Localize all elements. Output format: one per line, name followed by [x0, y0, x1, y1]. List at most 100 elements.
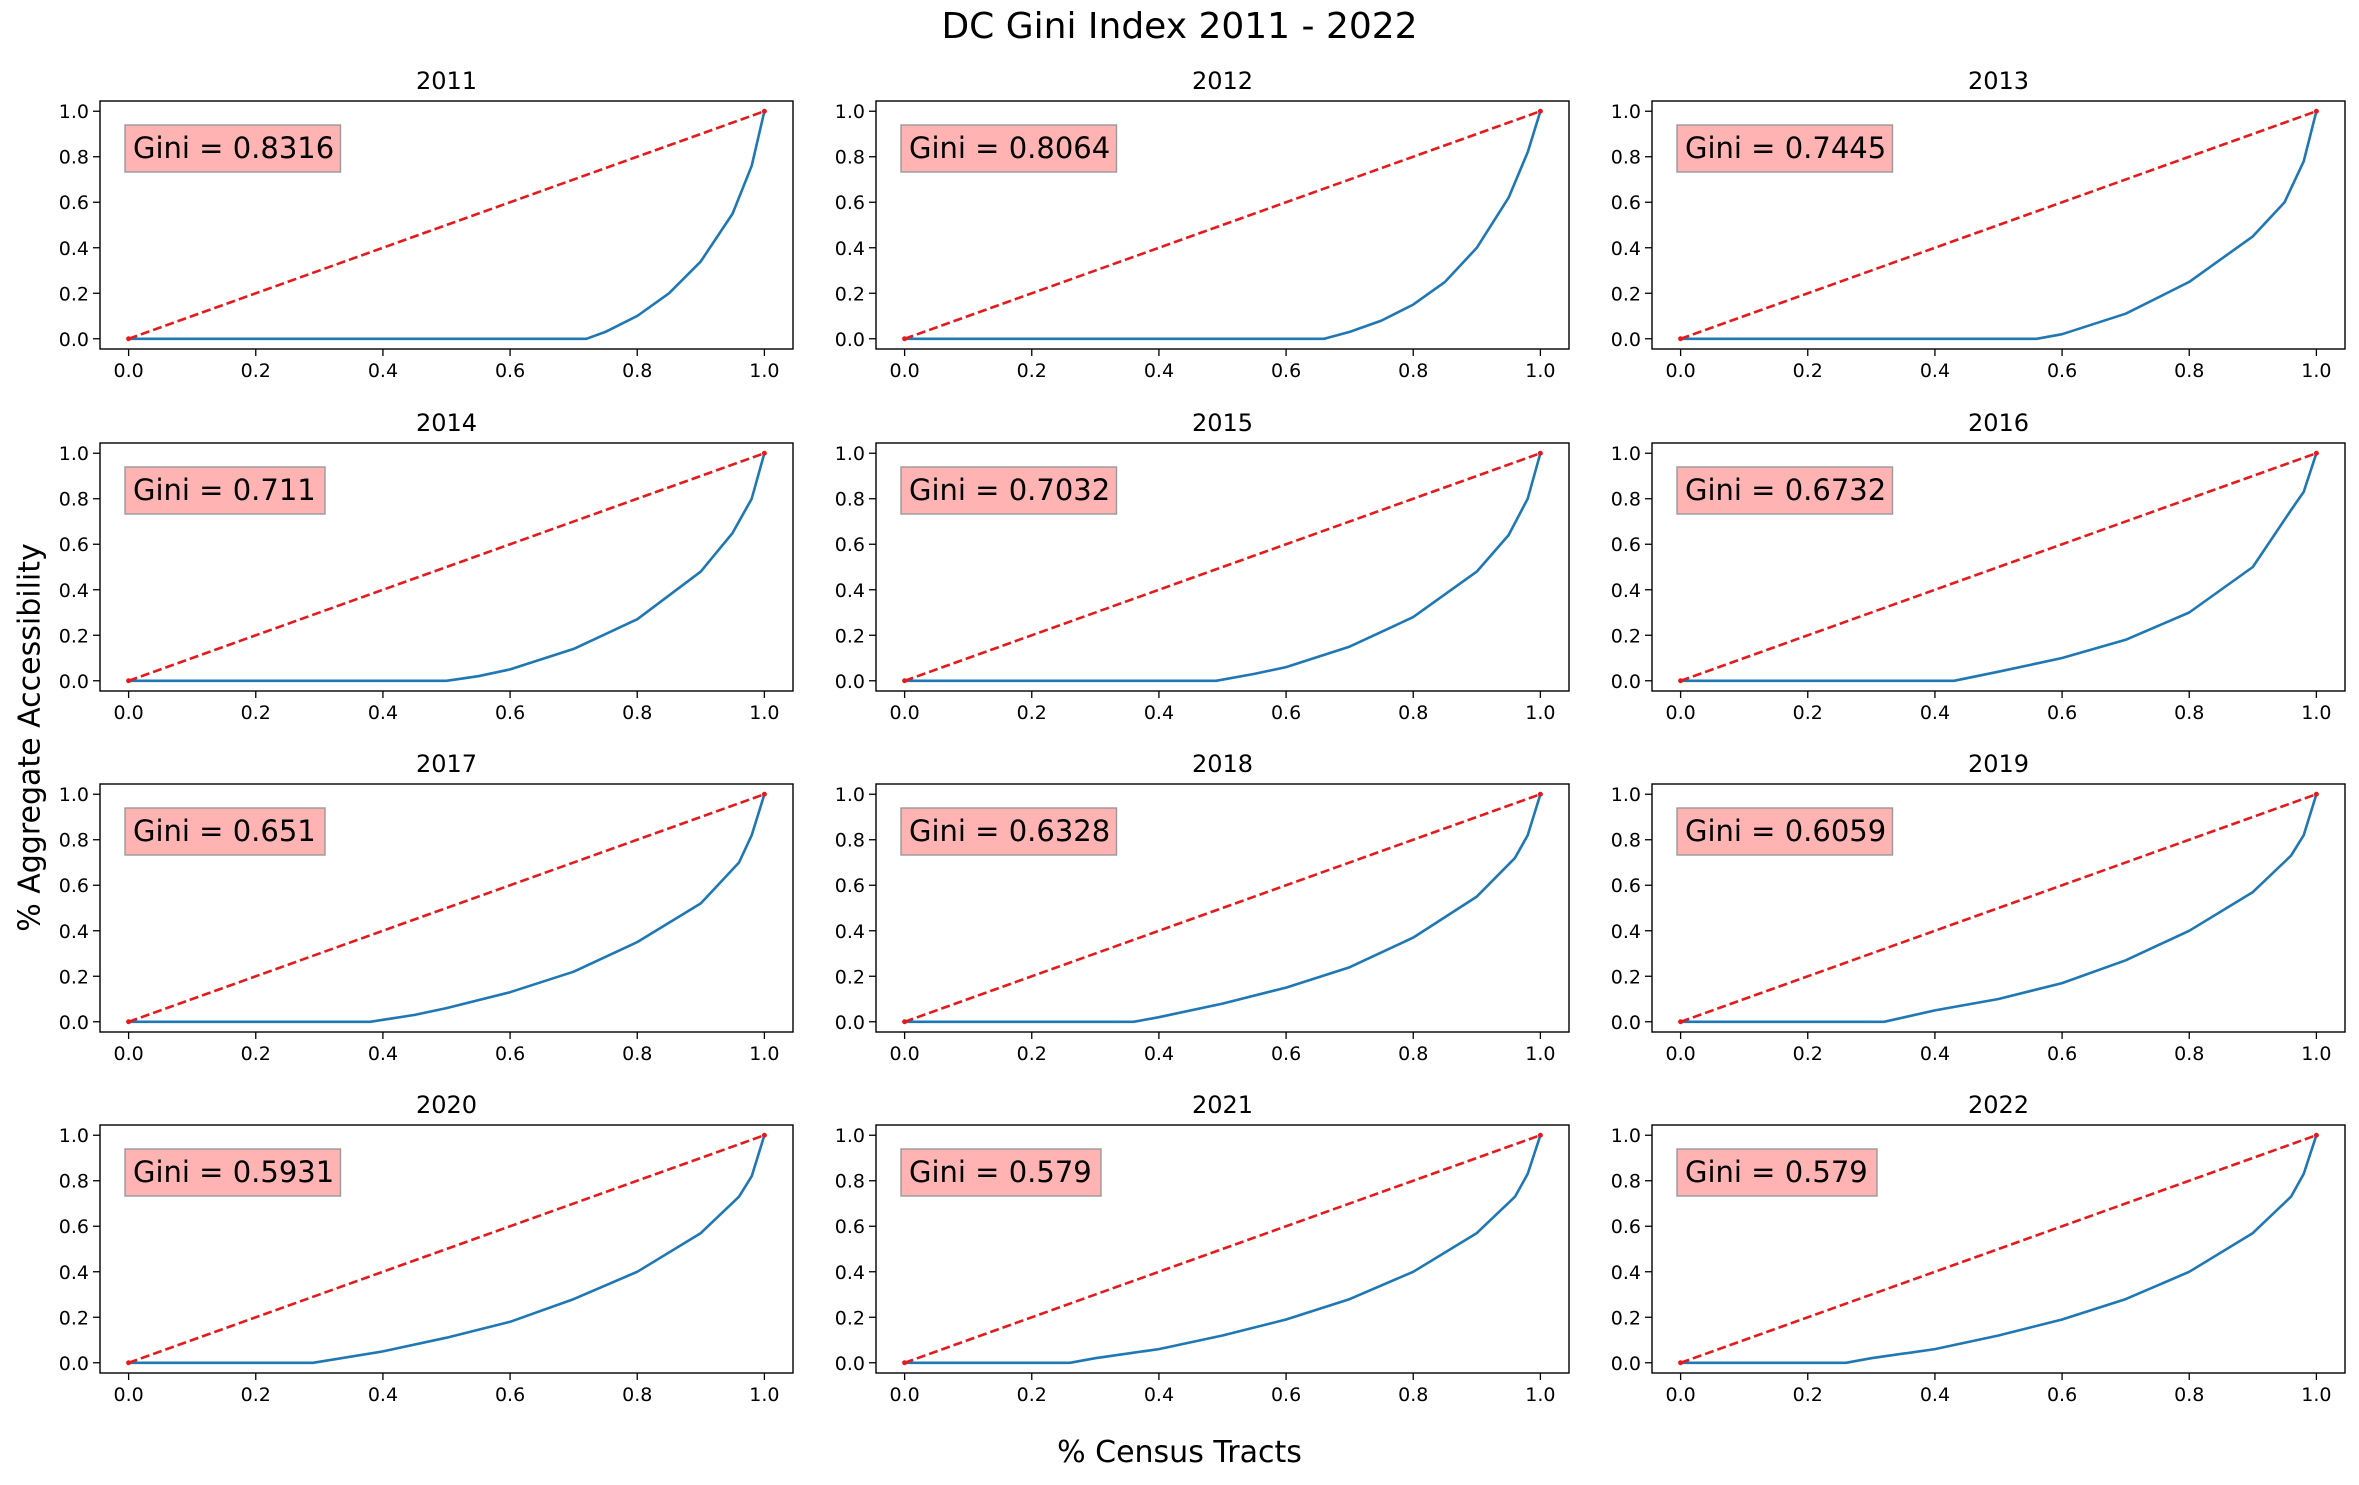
x-tick-label: 0.0	[114, 1384, 144, 1406]
gini-annotation: Gini = 0.8064	[909, 131, 1110, 165]
y-tick-label: 0.4	[835, 580, 865, 602]
x-tick-label: 0.6	[495, 1384, 525, 1406]
equality-point	[1537, 450, 1543, 456]
y-tick-label: 0.4	[1611, 921, 1641, 943]
subplot-title: 2022	[1968, 1091, 2029, 1119]
gini-annotation: Gini = 0.711	[133, 473, 316, 507]
x-tick-label: 0.2	[1793, 1384, 1823, 1406]
x-tick-label: 0.2	[1017, 1384, 1047, 1406]
equality-point	[902, 1019, 908, 1025]
equality-line	[1680, 109, 2317, 341]
y-tick-label: 1.0	[835, 101, 865, 123]
subplot-title: 2020	[416, 1091, 477, 1119]
subplot-2022: 2022 0.0 0.2 0.4 0.6 0.8 1.0 0.0 0.2 0.4 0.6 0.8 1.0…	[1611, 1091, 2346, 1406]
subplot-2021: 2021 0.0 0.2 0.4 0.6 0.8 1.0 0.0 0.2 0.4 0.6 0.8 1.0…	[835, 1091, 1570, 1406]
subplot-title: 2016	[1968, 409, 2029, 437]
x-tick-label: 0.2	[1017, 360, 1047, 382]
equality-point	[902, 336, 908, 342]
gini-annotation-box	[900, 807, 1118, 856]
x-tick-label: 0.4	[1144, 702, 1174, 724]
x-tick-label: 0.2	[241, 1043, 271, 1065]
equality-point	[1537, 108, 1543, 114]
subplot-2013: 2013 0.0 0.2 0.4 0.6 0.8 1.0 0.0 0.2 0.4 0.6 0.8 1.0…	[1611, 67, 2346, 382]
y-tick-label: 0.8	[1611, 830, 1641, 852]
gini-annotation: Gini = 0.6328	[909, 814, 1110, 848]
x-tick-label: 1.0	[749, 360, 779, 382]
lorenz-curve	[128, 793, 766, 1024]
lorenz-curve	[128, 110, 766, 341]
subplot-2017: 2017 0.0 0.2 0.4 0.6 0.8 1.0 0.0 0.2 0.4 0.6 0.8 1.0…	[59, 750, 794, 1065]
y-tick-label: 0.2	[1611, 283, 1641, 305]
x-tick-label: 0.8	[2174, 360, 2204, 382]
equality-point	[902, 678, 908, 684]
equality-point	[1537, 791, 1543, 797]
axes-frame	[875, 1124, 1570, 1374]
axes-frame	[99, 1124, 794, 1374]
y-tick-label: 0.6	[835, 875, 865, 897]
y-tick-label: 0.6	[59, 875, 89, 897]
subplot-title: 2011	[416, 67, 477, 95]
y-tick-label: 0.6	[59, 1216, 89, 1238]
y-tick-label: 0.0	[835, 671, 865, 693]
lorenz-curve	[1680, 1134, 2318, 1365]
x-tick-label: 0.2	[1017, 702, 1047, 724]
x-tick-label: 1.0	[2301, 1384, 2331, 1406]
x-tick-label: 0.0	[114, 360, 144, 382]
y-tick-label: 0.0	[59, 1012, 89, 1034]
subplot-2012: 2012 0.0 0.2 0.4 0.6 0.8 1.0 0.0 0.2 0.4 0.6 0.8 1.0…	[835, 67, 1570, 382]
y-tick-label: 0.4	[835, 1262, 865, 1284]
subplot-title: 2012	[1192, 67, 1253, 95]
y-tick-label: 0.2	[1611, 625, 1641, 647]
axes-frame	[99, 100, 794, 350]
y-tick-label: 0.8	[835, 489, 865, 511]
y-tick-label: 1.0	[59, 784, 89, 806]
equality-point	[761, 450, 767, 456]
x-tick-label: 0.2	[241, 360, 271, 382]
y-tick-label: 1.0	[835, 784, 865, 806]
x-tick-label: 0.4	[1920, 1043, 1950, 1065]
x-tick-label: 0.4	[368, 1384, 398, 1406]
equality-line	[128, 451, 765, 683]
figure-title: DC Gini Index 2011 - 2022	[941, 6, 1418, 47]
equality-line	[904, 451, 1541, 683]
x-tick-label: 0.0	[1666, 1384, 1696, 1406]
x-tick-label: 0.0	[1666, 702, 1696, 724]
x-tick-label: 0.4	[1144, 360, 1174, 382]
subplot-2015: 2015 0.0 0.2 0.4 0.6 0.8 1.0 0.0 0.2 0.4 0.6 0.8 1.0…	[835, 409, 1570, 724]
equality-line	[128, 1133, 765, 1365]
gini-annotation: Gini = 0.579	[909, 1155, 1092, 1189]
y-tick-label: 0.2	[835, 1307, 865, 1329]
equality-point	[126, 1360, 132, 1366]
y-tick-label: 0.0	[1611, 671, 1641, 693]
lorenz-curve	[904, 110, 1542, 341]
y-tick-label: 1.0	[1611, 1125, 1641, 1147]
x-tick-label: 0.6	[1271, 1384, 1301, 1406]
gini-annotation: Gini = 0.7032	[909, 473, 1110, 507]
gini-annotation-box	[124, 466, 326, 515]
x-tick-label: 0.6	[495, 360, 525, 382]
equality-point	[1537, 1132, 1543, 1138]
gini-annotation: Gini = 0.5931	[133, 1155, 334, 1189]
equality-point	[1678, 678, 1684, 684]
y-tick-label: 0.4	[59, 580, 89, 602]
y-tick-label: 0.4	[59, 238, 89, 260]
y-tick-label: 0.0	[835, 329, 865, 351]
y-tick-label: 0.8	[835, 147, 865, 169]
x-tick-label: 0.0	[114, 702, 144, 724]
y-tick-label: 0.2	[1611, 1307, 1641, 1329]
y-tick-label: 0.8	[835, 830, 865, 852]
x-tick-label: 1.0	[749, 1384, 779, 1406]
axes-frame	[99, 783, 794, 1033]
y-tick-label: 0.6	[1611, 875, 1641, 897]
y-tick-label: 0.6	[835, 534, 865, 556]
y-tick-label: 0.6	[59, 192, 89, 214]
x-tick-label: 0.4	[1920, 1384, 1950, 1406]
axes-frame	[1651, 1124, 2346, 1374]
x-tick-label: 0.2	[1793, 702, 1823, 724]
gini-annotation-box	[900, 124, 1118, 173]
x-tick-label: 1.0	[1525, 1384, 1555, 1406]
y-tick-label: 1.0	[1611, 443, 1641, 465]
y-tick-label: 0.2	[59, 966, 89, 988]
